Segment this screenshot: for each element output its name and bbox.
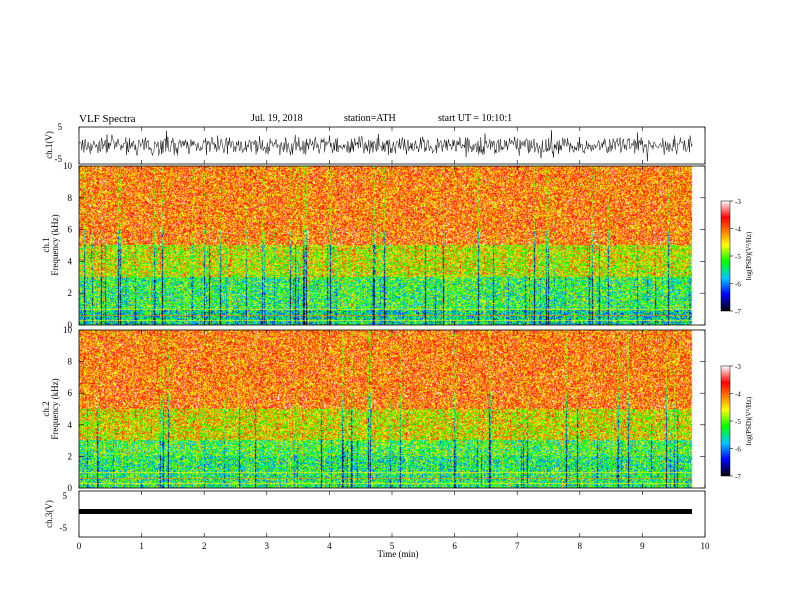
ch1-frequency-ticks: 0 2 4 6 8 10: [63, 161, 705, 330]
colorbar-tick-label: -5: [735, 253, 741, 261]
colorbar-tick-label: -3: [735, 198, 741, 206]
time-axis-ticks: 0 1 2 3 4 5 6 7 8 9 10: [77, 127, 710, 551]
y-tick-label: 4: [68, 420, 73, 430]
ch1-waveform-panel: 5 -5 ch.1(V): [44, 122, 706, 165]
ch2-colorbar-label: log(PSD)(V²/Hz): [745, 396, 753, 445]
ch3-ytick-top: 5: [63, 491, 68, 501]
y-tick-label: 4: [68, 256, 73, 266]
ch3-ytick-bottom: -5: [60, 523, 68, 533]
y-tick-label: 0: [68, 320, 73, 330]
ch1-colorbar-label: log(PSD)(V²/Hz): [745, 231, 753, 280]
ch1-waveform-trace: [78, 130, 693, 162]
colorbar-tick-label: -6: [735, 281, 741, 289]
y-tick-label: 10: [63, 161, 73, 171]
y-tick-label: 6: [68, 388, 73, 398]
ch1-colorbar-ticks: -3 -4 -5 -6 -7: [730, 198, 741, 316]
x-tick-label: 10: [701, 541, 711, 551]
ch2-frequency-ylabel: Frequency (kHz): [50, 378, 60, 439]
colorbar-tick-label: -4: [735, 391, 741, 399]
ch1-ytick-top: 5: [58, 122, 63, 132]
time-axis-label: Time (min): [378, 549, 419, 559]
x-tick-label: 8: [578, 541, 583, 551]
y-tick-label: 2: [68, 288, 73, 298]
ch2-colorbar: [720, 365, 731, 477]
ch3-waveform-panel: 5 -5 ch.3(V): [44, 490, 706, 538]
ch1-ytick-bottom: -5: [55, 154, 63, 164]
colorbar-tick-label: -6: [735, 446, 741, 454]
ch2-frequency-ticks: 0 2 4 6 8 10: [63, 325, 705, 493]
x-tick-label: 3: [265, 541, 270, 551]
ch2-colorbar-ticks: -3 -4 -5 -6 -7: [730, 363, 741, 481]
ch1-colorbar: [720, 200, 731, 312]
x-tick-label: 0: [77, 541, 82, 551]
colorbar-tick-label: -3: [735, 363, 741, 371]
chart-title: VLF Spectra: [79, 113, 136, 125]
station-label: station=ATH: [344, 113, 396, 124]
colorbar-tick-label: -5: [735, 418, 741, 426]
y-tick-label: 10: [63, 325, 73, 335]
ch1-waveform-frame: [78, 126, 706, 165]
start-ut-label: start UT = 10:10:1: [438, 113, 513, 124]
ch2-channel-label: ch.2: [41, 401, 51, 416]
ch3-voltage-ylabel: ch.3(V): [44, 500, 54, 528]
ch1-waveform-line: [78, 130, 693, 162]
y-tick-label: 0: [68, 483, 73, 493]
ch3-waveform-trace: [79, 509, 692, 514]
x-tick-label: 6: [452, 541, 457, 551]
y-tick-label: 2: [68, 451, 73, 461]
ch2-spectrogram-image: [79, 330, 705, 488]
x-tick-label: 5: [390, 541, 395, 551]
colorbar-tick-label: -7: [735, 473, 741, 481]
x-tick-label: 9: [640, 541, 645, 551]
x-tick-label: 7: [515, 541, 520, 551]
x-tick-label: 4: [327, 541, 332, 551]
ch1-voltage-ylabel: ch.1(V): [44, 131, 54, 159]
colorbar-tick-label: -4: [735, 226, 741, 234]
ch1-channel-label: ch.1: [41, 237, 51, 252]
y-tick-label: 8: [68, 193, 73, 203]
ch1-spectrogram-image: [79, 166, 705, 325]
y-tick-label: 6: [68, 225, 73, 235]
ch1-frequency-ylabel: Frequency (kHz): [50, 214, 60, 275]
date-label: Jul. 19, 2018: [251, 113, 303, 124]
x-tick-label: 2: [202, 541, 207, 551]
colorbar-tick-label: -7: [735, 308, 741, 316]
y-tick-label: 8: [68, 357, 73, 367]
x-tick-label: 1: [139, 541, 144, 551]
